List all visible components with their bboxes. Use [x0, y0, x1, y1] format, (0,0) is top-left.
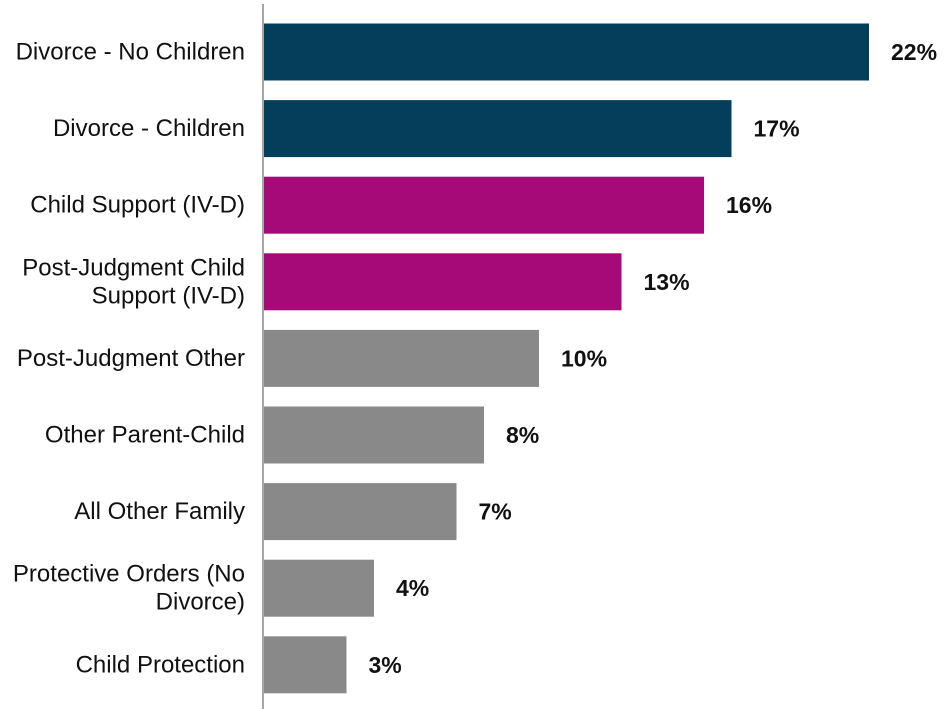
category-label: Other Parent-Child [45, 422, 245, 449]
value-label: 4% [396, 575, 429, 601]
value-label: 17% [754, 116, 800, 142]
category-label-line: Divorce - Children [53, 115, 245, 142]
value-label: 8% [506, 422, 539, 448]
bar [264, 483, 457, 541]
category-label: Divorce - Children [53, 115, 245, 142]
bar [264, 406, 484, 464]
category-label-line: Post-Judgment Other [17, 345, 245, 372]
category-label: All Other Family [74, 498, 245, 525]
bar [264, 329, 539, 387]
category-label-line: Child Support (IV-D) [30, 192, 245, 219]
category-label-line: Protective Orders (No [13, 561, 245, 588]
value-label: 10% [561, 345, 607, 371]
category-label-line: Child Protection [76, 651, 245, 678]
bar [264, 253, 622, 311]
category-label: Child Support (IV-D) [30, 192, 245, 219]
bars-layer [264, 23, 869, 694]
category-label: Post-Judgment Child Support (IV-D) [22, 254, 245, 309]
category-label-line: Other Parent-Child [45, 422, 245, 449]
category-labels-layer: Divorce - No Children Divorce - Children C… [13, 39, 245, 679]
category-label-line: Support (IV-D) [92, 282, 245, 309]
value-label: 22% [891, 39, 937, 65]
category-label: Protective Orders (No Divorce) [13, 561, 245, 616]
category-label-line: All Other Family [74, 498, 245, 525]
bar [264, 100, 732, 158]
category-label-line: Divorce - No Children [16, 39, 245, 66]
value-label: 3% [369, 652, 402, 678]
category-label: Post-Judgment Other [17, 345, 245, 372]
value-label: 13% [644, 269, 690, 295]
category-label: Child Protection [76, 651, 245, 678]
bar [264, 636, 347, 694]
value-labels-layer: 22% 17% 16% 13% 10% 8% 7% 4% 3% [369, 39, 938, 678]
category-label-line: Post-Judgment Child [22, 254, 245, 281]
value-label: 7% [479, 499, 512, 525]
bar [264, 176, 704, 234]
category-label-line: Divorce) [156, 589, 245, 616]
bar [264, 559, 374, 617]
bar [264, 23, 869, 81]
value-label: 16% [726, 192, 772, 218]
category-label: Divorce - No Children [16, 39, 245, 66]
